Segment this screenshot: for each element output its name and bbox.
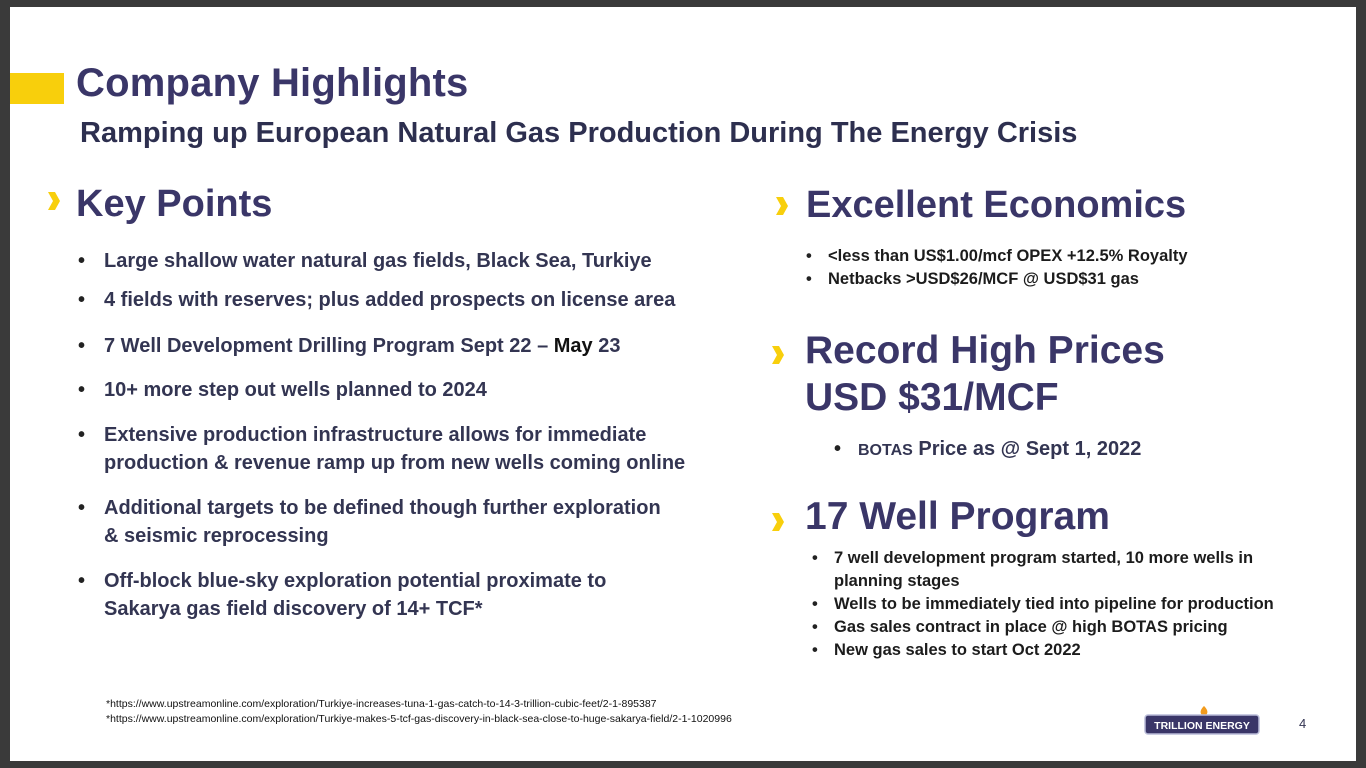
list-item-text: 4 fields with reserves; plus added prosp… [104,289,676,311]
title-accent-bar [10,73,64,104]
footnote: *https://www.upstreamonline.com/explorat… [106,713,732,725]
page-number: 4 [1299,716,1307,731]
slide: Company Highlights Ramping up European N… [10,7,1356,761]
economics-list: <less than US$1.00/mcf OPEX +12.5% Royal… [806,245,1188,291]
key-points-list: Large shallow water natural gas fields, … [78,247,778,623]
footnote: *https://www.upstreamonline.com/explorat… [106,698,657,710]
list-item-text: 23 [592,335,621,357]
chevron-marker-icon [772,346,784,364]
list-item-text: 7 well development program started, 10 m… [834,549,1254,567]
list-item: Off-block blue-sky exploration potential… [78,567,778,623]
key-points-heading: Key Points [76,183,273,225]
list-item-text: Additional targets to be defined though … [104,497,661,519]
list-item-text: & seismic reprocessing [104,525,329,547]
list-item: BOTAS Price as @ Sept 1, 2022 [834,438,1141,461]
list-item: <less than US$1.00/mcf OPEX +12.5% Royal… [806,245,1188,268]
chevron-marker-icon [776,197,788,215]
list-item-text: 7 Well Development Drilling Program Sept… [104,335,554,357]
list-item-text: Wells to be immediately tied into pipeli… [834,595,1274,613]
prices-heading-line2: USD $31/MCF [805,376,1059,419]
prices-list: BOTAS Price as @ Sept 1, 2022 [834,438,1141,461]
list-item: 7 well development program started, 10 m… [812,547,1274,593]
list-item: Additional targets to be defined though … [78,494,778,550]
trillion-energy-logo: TRILLION ENERGY [1144,706,1260,735]
slide-subtitle: Ramping up European Natural Gas Producti… [80,117,1078,149]
list-item-text: Off-block blue-sky exploration potential… [104,570,607,592]
program-heading: 17 Well Program [805,495,1110,538]
list-item-text: Large shallow water natural gas fields, … [104,250,652,272]
list-item: New gas sales to start Oct 2022 [812,639,1274,662]
list-item: 4 fields with reserves; plus added prosp… [78,286,778,314]
prices-heading-line1: Record High Prices [805,329,1165,372]
list-item: Wells to be immediately tied into pipeli… [812,593,1274,616]
economics-heading: Excellent Economics [806,184,1187,226]
list-item-text: BOTAS [858,442,913,459]
list-item-text: Sakarya gas field discovery of 14+ TCF* [104,598,483,620]
list-item-text: New gas sales to start Oct 2022 [834,641,1081,659]
chevron-marker-icon [772,513,784,531]
list-item-text: production & revenue ramp up from new we… [104,452,686,474]
list-item-text: 10+ more step out wells planned to 2024 [104,379,487,401]
list-item-text: May [553,335,593,357]
list-item: Large shallow water natural gas fields, … [78,247,778,275]
list-item-text: Extensive production infrastructure allo… [104,424,647,446]
program-list: 7 well development program started, 10 m… [812,547,1274,662]
footnotes: *https://www.upstreamonline.com/explorat… [106,697,732,727]
logo-text: TRILLION ENERGY [1154,720,1250,732]
chevron-marker-icon [48,192,60,210]
slide-title: Company Highlights [76,61,469,105]
prices-heading: Record High Prices USD $31/MCF [805,327,1165,421]
list-item: 7 Well Development Drilling Program Sept… [78,332,778,360]
list-item-text: planning stages [834,572,960,590]
list-item-text: Gas sales contract in place @ high BOTAS… [834,618,1228,636]
list-item-text: Price as @ Sept 1, 2022 [912,438,1142,460]
list-item: Netbacks >USD$26/MCF @ USD$31 gas [806,268,1188,291]
list-item: Gas sales contract in place @ high BOTAS… [812,616,1274,639]
list-item: 10+ more step out wells planned to 2024 [78,376,778,404]
list-item: Extensive production infrastructure allo… [78,421,778,477]
